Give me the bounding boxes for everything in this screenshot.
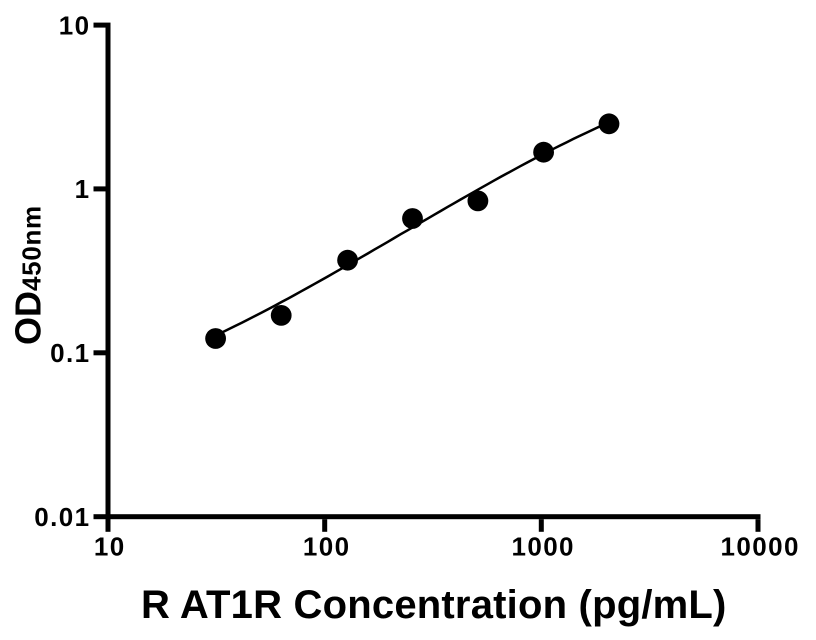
svg-text:100: 100 xyxy=(303,532,351,562)
svg-text:10000: 10000 xyxy=(721,532,800,562)
svg-text:1000: 1000 xyxy=(511,532,574,562)
svg-text:OD450nm: OD450nm xyxy=(8,205,49,345)
svg-text:0.01: 0.01 xyxy=(34,502,90,532)
svg-text:10: 10 xyxy=(59,10,91,40)
svg-text:10: 10 xyxy=(94,532,126,562)
svg-text:1: 1 xyxy=(75,174,91,204)
svg-text:0.1: 0.1 xyxy=(50,338,90,368)
svg-text:R AT1R Concentration (pg/mL): R AT1R Concentration (pg/mL) xyxy=(141,583,727,627)
